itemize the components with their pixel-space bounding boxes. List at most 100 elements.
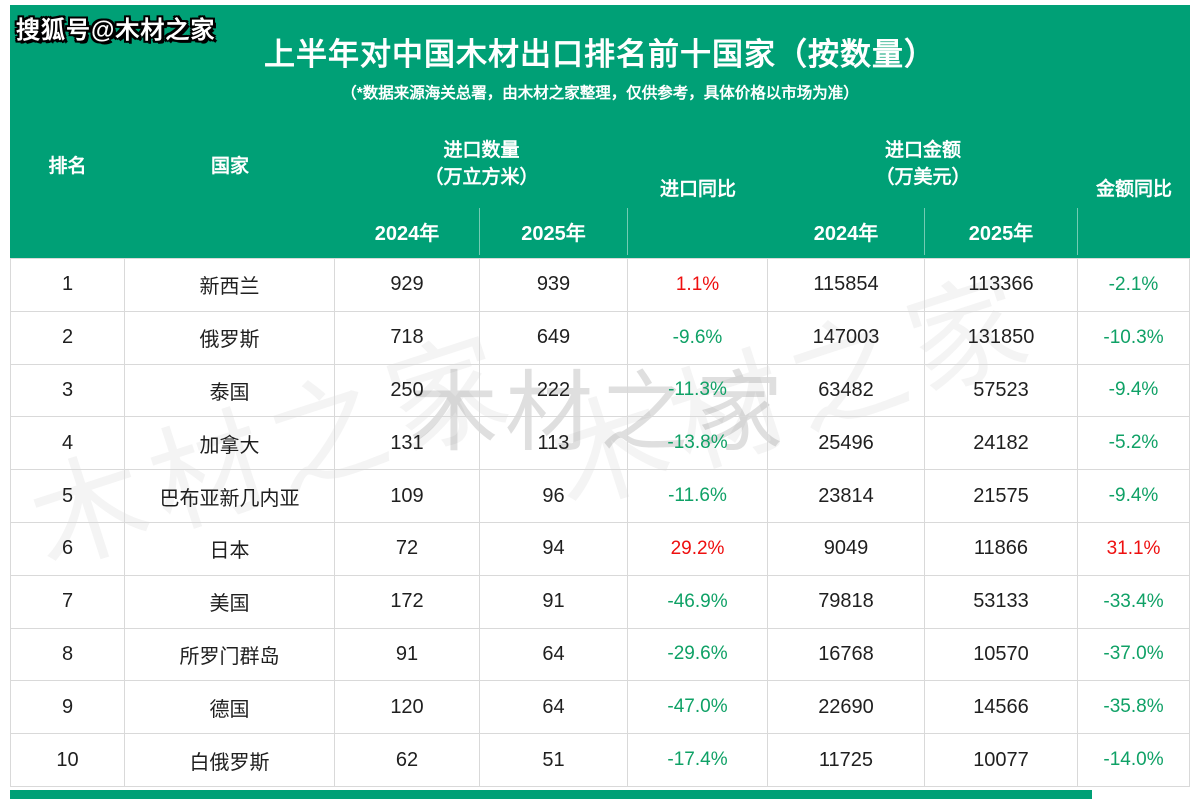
- cell-amt-2024: 23814: [768, 470, 925, 523]
- cell-qty-2025: 51: [480, 734, 628, 787]
- cell-amt-2024: 115854: [768, 259, 925, 312]
- col-header-qty-2025: 2025年: [480, 208, 628, 255]
- cell-amount-yoy: -10.3%: [1078, 311, 1190, 365]
- col-header-qty-2024: 2024年: [335, 208, 480, 255]
- import-qty-label: 进口数量: [443, 140, 520, 161]
- cell-import-yoy: -46.9%: [628, 575, 768, 629]
- cell-amt-2025: 57523: [925, 364, 1078, 418]
- table-row: 6 日本 72 94 29.2% 9049 11866 31.1%: [11, 522, 1190, 576]
- cell-qty-2024: 172: [335, 575, 480, 629]
- cell-qty-2025: 91: [480, 575, 628, 629]
- table-row: 3 泰国 250 222 -11.3% 63482 57523 -9.4%: [11, 364, 1190, 418]
- cell-amt-2024: 16768: [768, 628, 925, 682]
- col-header-country: 国家: [210, 155, 249, 177]
- cell-qty-2024: 250: [335, 364, 480, 418]
- cell-amt-2025: 10077: [925, 734, 1078, 787]
- cell-import-yoy: -11.6%: [628, 470, 768, 523]
- cell-import-yoy: -29.6%: [628, 628, 768, 682]
- cell-amt-2025: 113366: [925, 259, 1078, 312]
- cell-rank: 6: [11, 522, 125, 576]
- cell-country: 德国: [125, 681, 335, 735]
- cell-rank: 9: [11, 681, 125, 735]
- cell-import-yoy: 29.2%: [628, 522, 768, 576]
- cell-qty-2024: 718: [335, 311, 480, 365]
- cell-rank: 2: [11, 311, 125, 365]
- cell-import-yoy: -9.6%: [628, 311, 768, 365]
- cell-qty-2024: 929: [335, 259, 480, 312]
- cell-country: 俄罗斯: [125, 311, 335, 365]
- import-amt-label: 进口金额: [884, 140, 961, 161]
- cell-rank: 10: [11, 734, 125, 787]
- cell-amount-yoy: 31.1%: [1078, 522, 1190, 576]
- cell-rank: 3: [11, 364, 125, 418]
- cell-amt-2024: 79818: [768, 575, 925, 629]
- cell-qty-2025: 222: [480, 364, 628, 418]
- cell-amt-2024: 63482: [768, 364, 925, 418]
- cell-amt-2025: 24182: [925, 417, 1078, 471]
- import-qty-unit: （万立方米）: [424, 167, 539, 188]
- col-header-amount-yoy: 金额同比: [1095, 179, 1172, 200]
- cell-amount-yoy: -2.1%: [1078, 259, 1190, 312]
- cell-rank: 5: [11, 470, 125, 523]
- col-header-rank: 排名: [48, 155, 87, 177]
- cell-import-yoy: 1.1%: [628, 259, 768, 312]
- cell-qty-2025: 64: [480, 628, 628, 682]
- cell-country: 日本: [125, 522, 335, 576]
- cell-qty-2024: 131: [335, 417, 480, 471]
- table-row: 8 所罗门群岛 91 64 -29.6% 16768 10570 -37.0%: [11, 628, 1190, 682]
- col-header-import-yoy: 进口同比: [659, 179, 736, 200]
- cell-qty-2025: 939: [480, 259, 628, 312]
- table-row: 7 美国 172 91 -46.9% 79818 53133 -33.4%: [11, 575, 1190, 629]
- cell-amt-2024: 11725: [768, 734, 925, 787]
- cell-amount-yoy: -35.8%: [1078, 681, 1190, 735]
- cell-amount-yoy: -14.0%: [1078, 734, 1190, 787]
- table-row: 10 白俄罗斯 62 51 -17.4% 11725 10077 -14.0%: [11, 734, 1190, 787]
- cell-country: 泰国: [125, 364, 335, 418]
- cell-country: 巴布亚新几内亚: [125, 470, 335, 523]
- cell-amount-yoy: -33.4%: [1078, 575, 1190, 629]
- cell-import-yoy: -11.3%: [628, 364, 768, 418]
- table-row: 5 巴布亚新几内亚 109 96 -11.6% 23814 21575 -9.4…: [11, 470, 1190, 523]
- cell-rank: 4: [11, 417, 125, 471]
- cell-qty-2025: 649: [480, 311, 628, 365]
- cell-country: 白俄罗斯: [125, 734, 335, 787]
- cell-amount-yoy: -9.4%: [1078, 364, 1190, 418]
- cell-rank: 8: [11, 628, 125, 682]
- cell-amt-2024: 147003: [768, 311, 925, 365]
- cell-rank: 1: [11, 259, 125, 312]
- header-banner: 搜狐号@木材之家 上半年对中国木材出口排名前十国家（按数量） （*数据来源海关总…: [10, 5, 1190, 258]
- cell-qty-2025: 96: [480, 470, 628, 523]
- cell-amt-2025: 21575: [925, 470, 1078, 523]
- page-subtitle: （*数据来源海关总署，由木材之家整理，仅供参考，具体价格以市场为准）: [341, 85, 859, 102]
- cell-qty-2025: 113: [480, 417, 628, 471]
- footer-bar: [10, 790, 1092, 799]
- data-table: 1 新西兰 929 939 1.1% 115854 113366 -2.1% 2…: [10, 258, 1190, 787]
- cell-qty-2024: 91: [335, 628, 480, 682]
- table-row: 9 德国 120 64 -47.0% 22690 14566 -35.8%: [11, 681, 1190, 735]
- table-row: 1 新西兰 929 939 1.1% 115854 113366 -2.1%: [11, 259, 1190, 312]
- cell-qty-2025: 64: [480, 681, 628, 735]
- cell-country: 所罗门群岛: [125, 628, 335, 682]
- col-header-amt-2024: 2024年: [768, 208, 925, 255]
- cell-amt-2025: 10570: [925, 628, 1078, 682]
- cell-qty-2024: 72: [335, 522, 480, 576]
- cell-qty-2024: 120: [335, 681, 480, 735]
- cell-amt-2025: 11866: [925, 522, 1078, 576]
- cell-qty-2024: 109: [335, 470, 480, 523]
- cell-amount-yoy: -5.2%: [1078, 417, 1190, 471]
- table-row: 2 俄罗斯 718 649 -9.6% 147003 131850 -10.3%: [11, 311, 1190, 365]
- cell-import-yoy: -17.4%: [628, 734, 768, 787]
- cell-amount-yoy: -37.0%: [1078, 628, 1190, 682]
- col-header-import-amt: 进口金额 （万美元）: [768, 120, 1078, 208]
- col-header-import-qty: 进口数量 （万立方米）: [335, 120, 628, 208]
- col-header-amt-2025: 2025年: [925, 208, 1078, 255]
- cell-amt-2024: 25496: [768, 417, 925, 471]
- page-title: 上半年对中国木材出口排名前十国家（按数量）: [264, 37, 936, 72]
- cell-qty-2024: 62: [335, 734, 480, 787]
- table-row: 4 加拿大 131 113 -13.8% 25496 24182 -5.2%: [11, 417, 1190, 471]
- cell-amt-2024: 22690: [768, 681, 925, 735]
- cell-import-yoy: -47.0%: [628, 681, 768, 735]
- cell-amt-2025: 14566: [925, 681, 1078, 735]
- cell-amount-yoy: -9.4%: [1078, 470, 1190, 523]
